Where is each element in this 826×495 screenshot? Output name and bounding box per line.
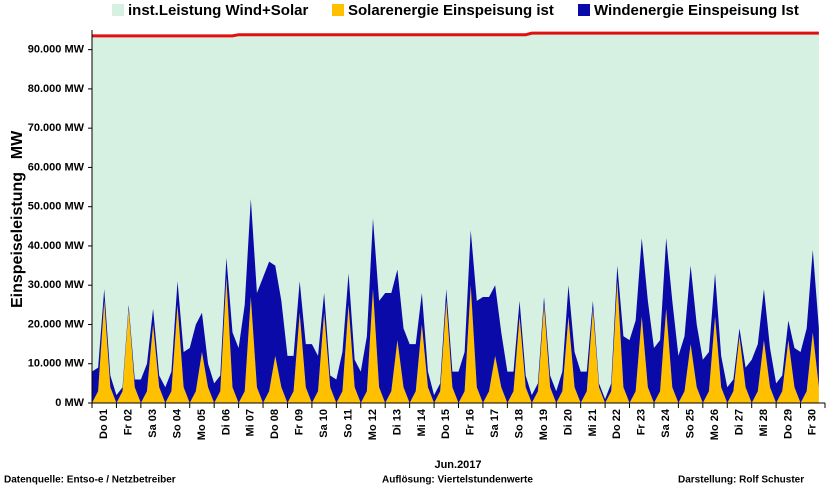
x-tick-label: Sa 10 <box>318 409 330 438</box>
x-tick-label: Mi 14 <box>416 408 428 436</box>
area <box>92 277 819 403</box>
x-tick-label: Mo 05 <box>196 409 208 440</box>
x-tick-label: Mi 21 <box>587 409 599 437</box>
legend-swatch <box>332 4 344 16</box>
x-tick-label: Do 15 <box>440 409 452 439</box>
legend-label: Solarenergie Einspeisung ist <box>348 2 554 19</box>
x-tick-label: Di 20 <box>562 409 574 435</box>
area <box>92 198 819 403</box>
y-tick-label: 30.000 MW <box>28 279 85 291</box>
y-axis-title: Einspeiseleistung <box>9 172 26 308</box>
x-tick-label: Do 08 <box>269 409 281 439</box>
x-tick-label: Do 22 <box>611 409 623 439</box>
x-tick-label: Do 01 <box>98 409 110 439</box>
x-tick-label: Sa 24 <box>660 408 672 438</box>
y-tick-label: 40.000 MW <box>28 240 85 252</box>
x-tick-label: Sa 17 <box>489 409 501 438</box>
legend-label: Windenergie Einspeisung Ist <box>594 2 799 19</box>
y-tick-label: 0 MW <box>55 397 84 409</box>
footer-author: Darstellung: Rolf Schuster <box>678 475 804 486</box>
y-tick-label: 70.000 MW <box>28 122 85 134</box>
x-tick-label: Fr 09 <box>294 409 306 435</box>
capacity-line <box>92 31 819 38</box>
legend-label: inst.Leistung Wind+Solar <box>128 2 308 19</box>
legend-swatch <box>112 4 124 16</box>
x-tick-label: Mo 12 <box>367 409 379 440</box>
y-tick-label: 50.000 MW <box>28 201 85 213</box>
y-tick-label: 80.000 MW <box>28 83 85 95</box>
x-tick-label: Di 06 <box>220 409 232 435</box>
x-tick-label: Di 27 <box>733 409 745 435</box>
x-tick-label: Di 13 <box>391 409 403 435</box>
x-tick-label: Mo 19 <box>538 409 550 440</box>
footer-source: Datenquelle: Entso-e / Netzbetreiber <box>4 475 176 486</box>
x-tick-label: Fr 23 <box>636 409 648 435</box>
x-tick-label: Mo 26 <box>709 409 721 440</box>
x-tick-label: Fr 30 <box>807 409 819 435</box>
y-tick-label: 90.000 MW <box>28 44 85 56</box>
x-tick-label: So 04 <box>171 408 183 438</box>
x-axis-title: Jun.2017 <box>434 459 481 471</box>
y-axis-unit: MW <box>9 130 26 159</box>
x-tick-label: Fr 02 <box>123 409 135 435</box>
x-tick-label: So 18 <box>513 409 525 438</box>
footer-resolution: Auflösung: Viertelstundenwerte <box>382 475 533 486</box>
y-tick-label: 60.000 MW <box>28 161 85 173</box>
x-tick-label: Mi 07 <box>245 409 257 437</box>
y-tick-label: 10.000 MW <box>28 358 85 370</box>
y-tick-label: 20.000 MW <box>28 318 85 330</box>
x-tick-label: Do 29 <box>782 409 794 439</box>
x-tick-label: So 25 <box>685 409 697 438</box>
x-tick-label: So 11 <box>342 409 354 438</box>
x-tick-label: Sa 03 <box>147 409 159 438</box>
legend-swatch <box>578 4 590 16</box>
x-tick-label: Mi 28 <box>758 409 770 437</box>
x-tick-label: Fr 16 <box>465 409 477 435</box>
